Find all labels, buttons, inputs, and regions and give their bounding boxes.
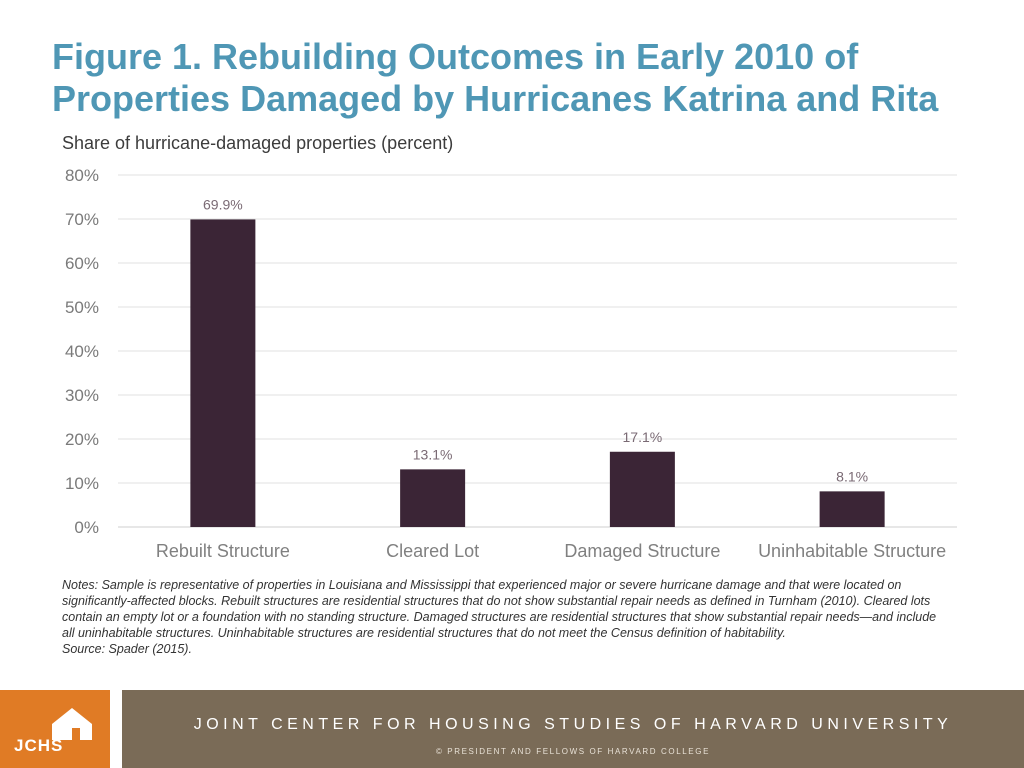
x-tick-label: Rebuilt Structure xyxy=(156,541,290,561)
bar xyxy=(400,469,466,527)
copyright-text: © PRESIDENT AND FELLOWS OF HARVARD COLLE… xyxy=(435,747,711,756)
notes-text: Notes: Sample is representative of prope… xyxy=(62,578,937,640)
y-tick-label: 10% xyxy=(65,474,99,493)
data-label: 17.1% xyxy=(623,429,663,445)
y-tick-label: 80% xyxy=(65,166,99,185)
chart-subtitle: Share of hurricane-damaged properties (p… xyxy=(62,133,454,153)
y-tick-label: 50% xyxy=(65,298,99,317)
logo-text: JCHS xyxy=(14,736,64,755)
jchs-logo: JCHS xyxy=(0,690,110,768)
y-tick-label: 60% xyxy=(65,254,99,273)
y-tick-label: 70% xyxy=(65,210,99,229)
data-label: 69.9% xyxy=(203,196,243,212)
data-label: 8.1% xyxy=(836,468,868,484)
page-title: Figure 1. Rebuilding Outcomes in Early 2… xyxy=(52,36,939,119)
organization-name: JOINT CENTER FOR HOUSING STUDIES OF HARV… xyxy=(193,716,953,733)
y-tick-label: 40% xyxy=(65,342,99,361)
y-tick-label: 30% xyxy=(65,386,99,405)
y-tick-label: 20% xyxy=(65,430,99,449)
chart-notes: Notes: Sample is representative of prope… xyxy=(62,577,942,657)
bar xyxy=(190,219,256,527)
house-icon xyxy=(52,708,92,740)
x-tick-label: Uninhabitable Structure xyxy=(758,541,946,561)
source-text: Source: Spader (2015). xyxy=(62,642,192,656)
bar xyxy=(819,491,885,527)
data-label: 13.1% xyxy=(413,446,453,462)
bar xyxy=(609,451,675,527)
bar-chart: 0% 10% 20% 30% 40% 50% 60% 70% 80% 69.9% Rebuilt S… xyxy=(65,166,957,561)
footer: JCHS JOINT CENTER FOR HOUSING STUDIES OF… xyxy=(0,690,1024,768)
x-tick-label: Cleared Lot xyxy=(386,541,479,561)
footer-divider xyxy=(110,690,122,768)
x-tick-label: Damaged Structure xyxy=(564,541,720,561)
footer-band: JOINT CENTER FOR HOUSING STUDIES OF HARV… xyxy=(122,690,1024,768)
y-tick-label: 0% xyxy=(74,518,99,537)
